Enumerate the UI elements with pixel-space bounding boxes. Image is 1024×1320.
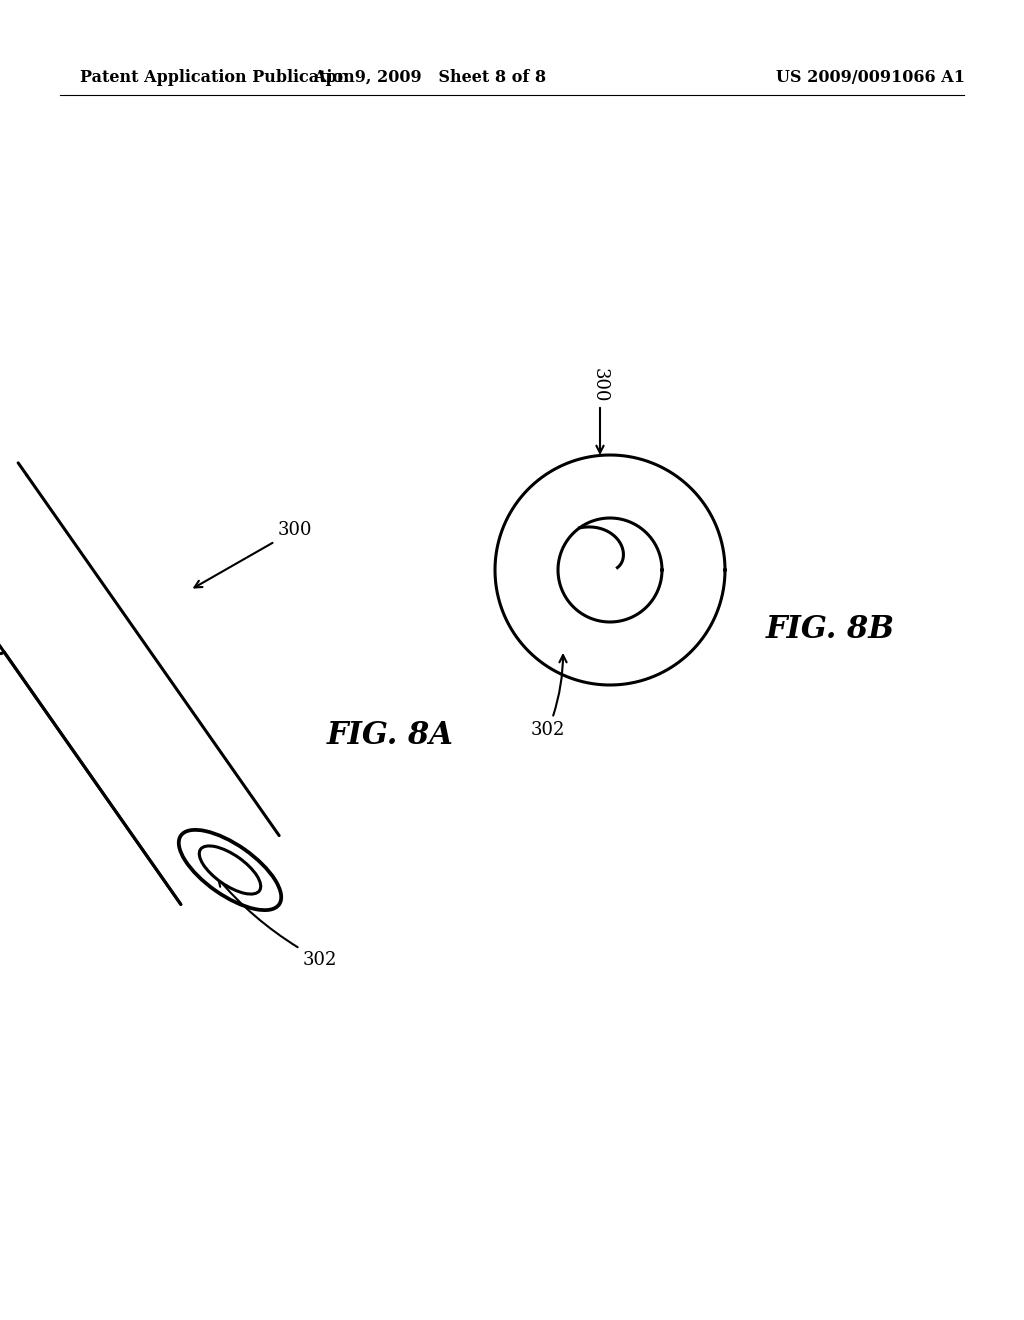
Text: 302: 302 <box>530 655 566 739</box>
Text: 300: 300 <box>195 521 312 587</box>
Text: FIG. 8B: FIG. 8B <box>766 615 895 645</box>
Text: Patent Application Publication: Patent Application Publication <box>80 70 354 87</box>
Text: 302: 302 <box>218 879 337 969</box>
Text: FIG. 8A: FIG. 8A <box>327 719 454 751</box>
Text: 300: 300 <box>591 368 609 453</box>
Text: US 2009/0091066 A1: US 2009/0091066 A1 <box>775 70 965 87</box>
Text: Apr. 9, 2009   Sheet 8 of 8: Apr. 9, 2009 Sheet 8 of 8 <box>313 70 547 87</box>
Ellipse shape <box>200 846 261 894</box>
